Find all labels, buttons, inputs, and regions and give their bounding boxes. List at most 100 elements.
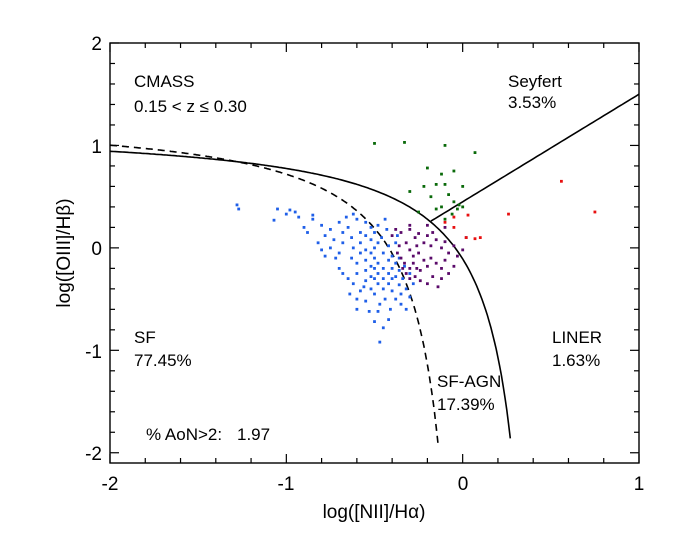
data-point-sf (302, 226, 306, 229)
data-point-sf-agn (390, 234, 394, 237)
data-point-liner (452, 226, 456, 229)
data-point-sf (364, 234, 368, 237)
data-point-sf (373, 231, 376, 234)
data-point-sf-agn (422, 241, 426, 245)
data-point-sf-agn (447, 251, 450, 255)
data-point-sf-agn (413, 275, 417, 278)
data-point-sf-agn (418, 279, 422, 283)
data-point-sf (394, 275, 398, 278)
data-point-sf (341, 272, 345, 275)
data-point-sf (381, 287, 385, 291)
data-point-sf-agn (426, 264, 429, 268)
data-point-liner (443, 220, 447, 224)
data-point-sf-agn (394, 228, 398, 231)
data-point-sf (389, 307, 392, 311)
data-point-seyfert (417, 210, 420, 214)
data-point-sf-agn (452, 244, 456, 248)
data-point-sf (364, 258, 368, 262)
data-point-sf (337, 251, 341, 255)
data-point-sf-agn (397, 244, 401, 248)
data-point-sf-agn (456, 254, 459, 258)
data-point-sf-agn (429, 244, 433, 248)
data-point-sf-agn (434, 261, 438, 265)
data-point-sf (359, 231, 362, 234)
data-point-seyfert (422, 185, 426, 188)
data-point-sf (334, 256, 338, 260)
data-point-sf (364, 248, 368, 252)
data-point-sf (394, 297, 398, 301)
data-point-sf (373, 292, 376, 296)
data-point-sf (376, 223, 380, 227)
data-point-sf (376, 261, 380, 265)
data-point-sf (381, 277, 385, 280)
data-point-sf-agn (418, 269, 422, 272)
data-point-sf (376, 310, 380, 313)
data-point-seyfert (456, 207, 459, 211)
data-point-sf-agn (404, 241, 408, 245)
data-point-sf (367, 310, 371, 313)
data-point-sf-agn (426, 223, 429, 227)
data-point-sf (276, 207, 279, 211)
data-point-sf (380, 236, 383, 239)
data-point-sf-agn (404, 272, 408, 275)
data-point-seyfert (461, 205, 465, 209)
data-point-sf (381, 267, 385, 270)
data-point-sf-agn (415, 267, 419, 270)
y-tick-label: 0 (91, 239, 102, 260)
x-tick-label: 0 (458, 474, 469, 495)
data-point-sf (364, 279, 368, 283)
data-point-seyfert (461, 185, 465, 188)
data-point-sf (351, 282, 355, 286)
data-point-seyfert (452, 169, 456, 173)
data-point-sf-agn (452, 264, 456, 268)
data-point-sf (399, 292, 403, 296)
data-point-liner (560, 179, 563, 183)
data-point-liner (452, 215, 456, 219)
data-point-seyfert (434, 183, 438, 186)
data-point-sf (272, 218, 276, 222)
data-point-seyfert (443, 144, 447, 147)
data-point-sf (369, 287, 373, 291)
data-point-sf (383, 217, 387, 221)
data-point-sf (364, 299, 368, 303)
aon-value: 1.97 (237, 425, 270, 444)
data-point-sf (390, 267, 394, 270)
data-point-sf (369, 275, 373, 278)
data-point-sf (373, 277, 376, 280)
data-point-sf (376, 241, 380, 245)
data-point-sf-agn (415, 244, 419, 248)
data-point-sf-agn (443, 240, 447, 244)
seyfert-label: Seyfert (508, 72, 562, 91)
data-point-sf (341, 241, 345, 245)
kewley-line (110, 150, 512, 439)
data-point-seyfert (403, 141, 406, 144)
x-tick-label: 1 (634, 474, 645, 495)
data-point-sf-agn (434, 238, 438, 242)
data-point-sf-agn (431, 231, 435, 234)
y-tick-label: -2 (85, 444, 102, 465)
data-point-sf (297, 215, 301, 219)
data-point-sf-agn (447, 272, 450, 275)
data-point-sf (369, 238, 373, 242)
data-point-liner (593, 210, 597, 214)
data-point-sf (399, 302, 403, 306)
data-point-sf (390, 254, 394, 258)
y-axis-label: log([OIII]/Hβ) (54, 198, 75, 307)
data-point-sf (284, 212, 288, 216)
data-point-sf (288, 208, 292, 212)
data-point-sf (376, 282, 380, 286)
data-point-sf (394, 241, 398, 245)
axis-ticks (109, 42, 640, 463)
data-point-sf (364, 269, 368, 272)
data-point-sf (348, 292, 352, 296)
data-point-sf (346, 226, 350, 229)
liner-label: LINER (552, 328, 602, 347)
data-point-sf-agn (417, 232, 420, 235)
y-tick-label: -1 (85, 342, 102, 363)
data-point-liner (466, 213, 470, 217)
data-point-sf (337, 220, 341, 224)
data-point-sf (323, 254, 327, 258)
kauffmann-line (110, 144, 439, 444)
data-point-sf-agn (436, 285, 440, 289)
data-point-sf (316, 241, 320, 245)
